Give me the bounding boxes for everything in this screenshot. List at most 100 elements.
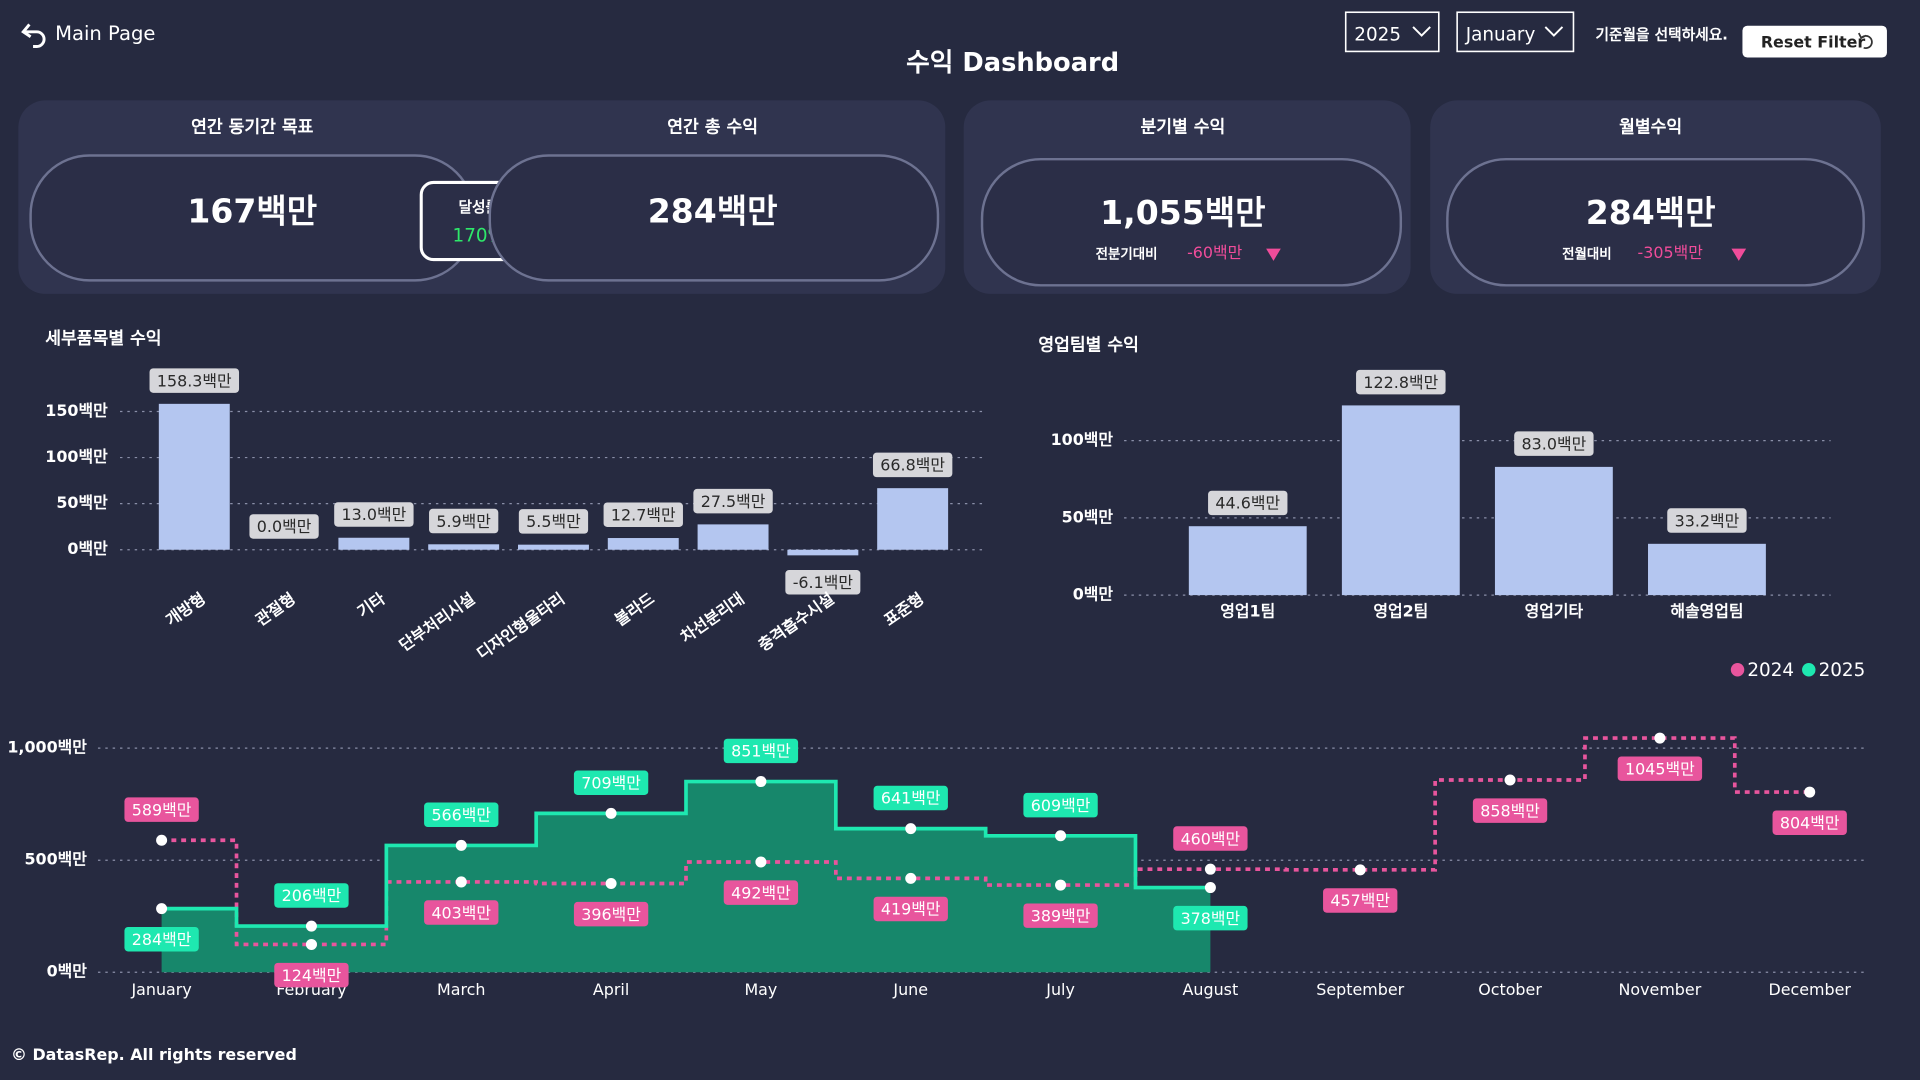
value-label-box (873, 785, 948, 811)
month-dropdown[interactable]: January (1456, 11, 1575, 53)
chevron (1544, 26, 1564, 37)
bar (697, 524, 769, 550)
series-line (161, 779, 1211, 928)
point (905, 823, 917, 835)
value-label: 33.2백만 (1675, 511, 1740, 530)
value-label: 284백만 (132, 930, 192, 949)
chart-title: 세부품목별 수익 (45, 329, 161, 349)
value-label: 13.0백만 (342, 505, 407, 524)
point (1204, 863, 1216, 875)
y-tick-label: 150백만 (45, 401, 108, 420)
x-tick-label: 영업기타 (1525, 602, 1584, 621)
bar (428, 544, 500, 550)
reset-box[interactable] (1742, 25, 1887, 58)
value-label: 589백만 (132, 800, 192, 819)
y-tick-label: 0백만 (1073, 585, 1114, 604)
value-label: 566백만 (431, 806, 491, 825)
bar (518, 544, 589, 550)
value-label: 851백만 (731, 742, 791, 761)
back-icon (21, 23, 46, 49)
year-value: 2025 (1354, 25, 1401, 46)
x-tick-label: 해솔영업팀 (1670, 602, 1743, 621)
value-label-box (1023, 792, 1098, 818)
value-label: 122.8백만 (1363, 373, 1438, 392)
kpi-value: 1,055백만 (1100, 193, 1265, 232)
kpi-value: 284백만 (648, 192, 778, 231)
point (156, 834, 168, 846)
value-label-box (785, 570, 861, 595)
point (1354, 864, 1366, 876)
value-label-box (1208, 490, 1288, 516)
compare-label: 전분기대비 (1096, 246, 1158, 263)
value-label-box (429, 508, 499, 534)
value-label-box (124, 926, 199, 952)
y-tick-label: 50백만 (1062, 507, 1114, 526)
month-box[interactable] (1456, 11, 1575, 53)
x-tick-label: June (892, 980, 928, 999)
value-label: 158.3백만 (157, 371, 232, 390)
value-label-box (1667, 508, 1747, 533)
y-tick-label: 100백만 (45, 447, 108, 466)
value-label-box (872, 452, 953, 478)
kpi-title: 월별수익 (1619, 117, 1682, 137)
bar (158, 403, 230, 550)
point (1204, 882, 1216, 894)
point (755, 856, 767, 868)
value-label-box (693, 488, 773, 514)
value-label: 27.5백만 (701, 492, 766, 511)
bar (338, 537, 410, 550)
point (156, 903, 168, 915)
value-label: 419백만 (881, 900, 941, 919)
down-arrow (1266, 248, 1281, 261)
back-button[interactable]: Main Page (21, 22, 155, 49)
value-label-box (1023, 903, 1098, 928)
bar (607, 538, 679, 550)
value-label: 709백만 (581, 773, 641, 792)
footer: © DatasRep. All rights reserved (11, 1045, 297, 1064)
value-label-box (573, 901, 649, 927)
x-tick-label: September (1316, 980, 1404, 999)
y-tick-label: 100백만 (1051, 430, 1114, 449)
point (605, 807, 617, 819)
value-label: 0.0백만 (257, 517, 312, 536)
x-tick-label: November (1618, 980, 1701, 999)
value-label: 12.7백만 (611, 505, 676, 524)
value-label: 5.9백만 (436, 512, 491, 531)
kpi-value: 284백만 (1586, 193, 1716, 232)
x-tick-label: May (744, 980, 777, 999)
point (1654, 732, 1666, 744)
reset-icon (1858, 32, 1873, 49)
point (455, 839, 467, 851)
bar (1494, 466, 1613, 596)
point (305, 920, 317, 932)
year-box[interactable] (1344, 11, 1440, 53)
chart-title: 영업팀별 수익 (1038, 335, 1139, 355)
value-label: 457백만 (1330, 891, 1390, 910)
point (305, 938, 317, 950)
point (1804, 786, 1816, 798)
legend-label: 2025 (1819, 660, 1866, 681)
value-label: -6.1백만 (793, 573, 854, 592)
legend-swatch (1730, 663, 1745, 677)
kpi-card (488, 154, 940, 282)
x-tick-label: January (130, 980, 191, 999)
bar (877, 488, 949, 550)
back-label[interactable]: Main Page (55, 22, 155, 45)
value-label: 1045백만 (1625, 759, 1695, 778)
value-label-box (424, 900, 499, 925)
value-label-box (249, 514, 319, 539)
month-prompt: 기준월을 선택하세요. (1596, 26, 1728, 44)
month-value: January (1465, 25, 1536, 46)
value-label: 44.6백만 (1215, 494, 1280, 513)
x-tick-label: 영업1팀 (1220, 602, 1275, 621)
kpi-title: 연간 동기간 목표 (191, 117, 313, 137)
year-dropdown[interactable]: 2025 (1344, 11, 1440, 53)
reset-filter-button[interactable]: Reset Filter (1742, 25, 1887, 58)
value-label-box (124, 797, 199, 822)
dashboard-title: 수익 Dashboard (906, 48, 1119, 78)
value-label-box (873, 896, 948, 922)
value-label: 206백만 (282, 886, 342, 905)
